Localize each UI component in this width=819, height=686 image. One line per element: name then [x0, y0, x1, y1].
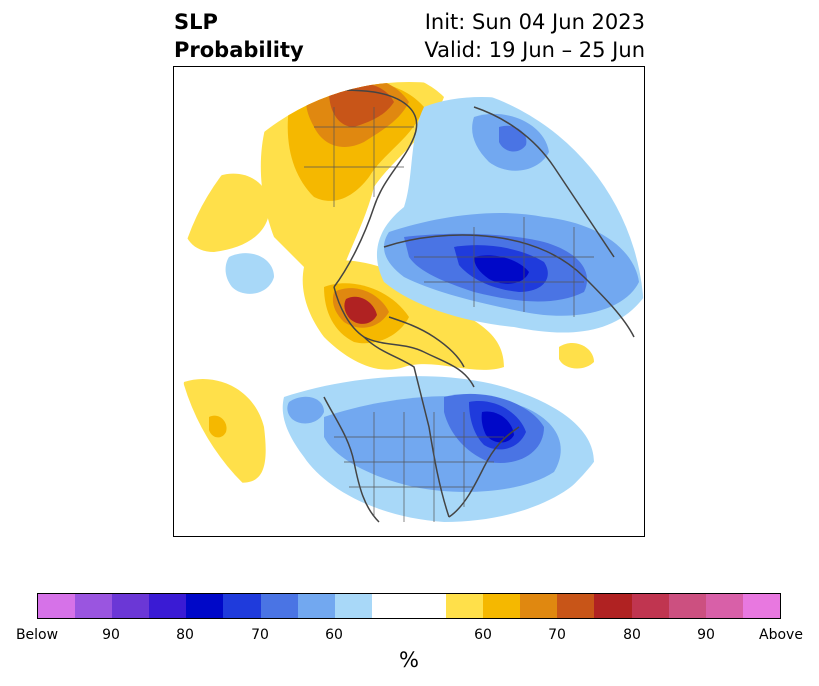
- above-region-pacific-core: [209, 415, 227, 438]
- colorbar-tick-label: 90: [697, 627, 715, 643]
- below-region-siberia-peak: [474, 255, 529, 284]
- colorbar-tick-label: 70: [251, 627, 269, 643]
- colorbar-tick-label: 70: [548, 627, 566, 643]
- colorbar-segment: [38, 594, 76, 618]
- colorbar-segment: [446, 594, 484, 618]
- map-panel: [173, 66, 645, 537]
- colorbar-segment: [186, 594, 224, 618]
- chart-title: SLP Probability: [174, 8, 304, 64]
- colorbar-segment: [520, 594, 558, 618]
- below-region-pacific-west: [287, 396, 324, 424]
- colorbar-segment: [742, 594, 780, 618]
- colorbar-tick-label: 60: [474, 627, 492, 643]
- colorbar-segment: [668, 594, 706, 618]
- borders: [304, 107, 594, 522]
- colorbar-segment: [594, 594, 632, 618]
- colorbar-segment: [297, 594, 335, 618]
- below-region-scandinavia: [225, 253, 274, 294]
- date-info: Init: Sun 04 Jun 2023 Valid: 19 Jun – 25…: [424, 8, 645, 64]
- colorbar-segment: [631, 594, 669, 618]
- colorbar-segment: [75, 594, 113, 618]
- map-edge: [174, 282, 180, 317]
- probability-map: [174, 82, 644, 536]
- title-line-2: Probability: [174, 38, 304, 62]
- colorbar-tick-label: 80: [623, 627, 641, 643]
- colorbar-tick-label: Above: [759, 627, 803, 643]
- init-date: Init: Sun 04 Jun 2023: [424, 10, 645, 34]
- colorbar-unit-label: %: [399, 648, 419, 672]
- colorbar-tick-label: 60: [325, 627, 343, 643]
- valid-range: Valid: 19 Jun – 25 Jun: [424, 38, 645, 62]
- above-region-arctic-peak: [344, 296, 377, 324]
- colorbar-segment: [408, 594, 447, 618]
- below-region-north-east-core: [499, 125, 527, 152]
- colorbar-segment: [557, 594, 595, 618]
- colorbar-segment: [334, 594, 372, 618]
- colorbar-segment: [705, 594, 743, 618]
- above-region-europe-peak: [329, 83, 394, 127]
- colorbar-segment: [260, 594, 298, 618]
- colorbar-segment: [371, 594, 409, 618]
- colorbar-tick-label: 80: [176, 627, 194, 643]
- below-region-north-america-peak: [481, 411, 514, 443]
- colorbar-tick-label: 90: [102, 627, 120, 643]
- colorbar-segment: [223, 594, 261, 618]
- title-line-1: SLP: [174, 10, 218, 34]
- colorbar: [37, 593, 781, 619]
- colorbar-tick-label: Below: [15, 627, 59, 643]
- colorbar-segment: [483, 594, 521, 618]
- colorbar-segment: [149, 594, 187, 618]
- colorbar-segment: [112, 594, 150, 618]
- above-region-siberia-small: [559, 342, 594, 369]
